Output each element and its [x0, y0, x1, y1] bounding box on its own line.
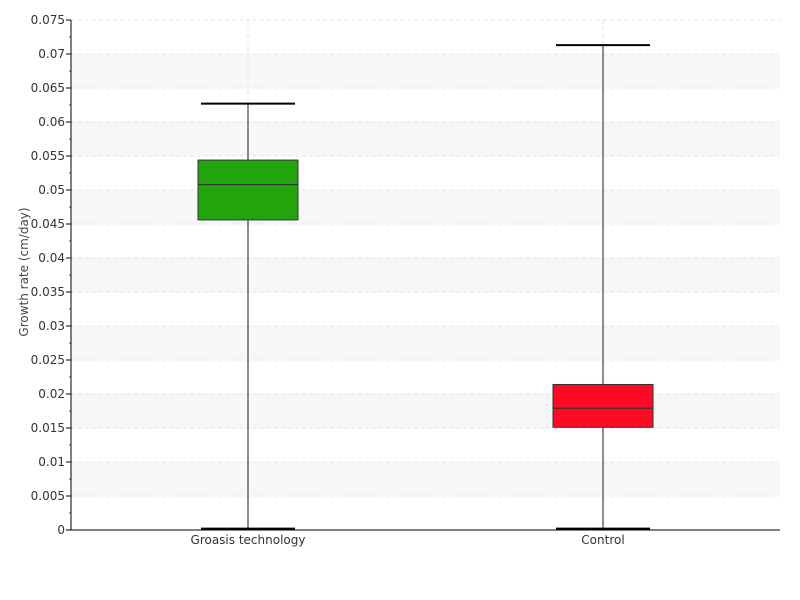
y-tick-label: 0.075	[31, 13, 65, 27]
x-category-label: Control	[581, 533, 624, 547]
y-tick-label: 0.035	[31, 285, 65, 299]
axes	[70, 20, 780, 531]
boxes	[197, 44, 654, 530]
y-axis-title: Growth rate (cm/day)	[17, 207, 31, 336]
y-tick-label: 0.06	[38, 115, 65, 129]
grid-band	[71, 190, 780, 224]
iqr-box	[197, 159, 299, 221]
grid-band	[71, 122, 780, 156]
grid-band	[71, 258, 780, 292]
grid-band	[71, 326, 780, 360]
x-axis-category-labels: Groasis technology Control	[191, 533, 625, 547]
y-tick-label: 0.055	[31, 149, 65, 163]
y-tick-label: 0	[57, 523, 65, 537]
x-category-label: Groasis technology	[191, 533, 306, 547]
box-control	[552, 44, 654, 530]
grid-band	[71, 394, 780, 428]
y-tick-label: 0.02	[38, 387, 65, 401]
y-tick-label: 0.04	[38, 251, 65, 265]
grid-band	[71, 462, 780, 496]
y-tick-label: 0.05	[38, 183, 65, 197]
y-tick-label: 0.065	[31, 81, 65, 95]
background-bands	[71, 54, 780, 496]
grid-band	[71, 54, 780, 88]
y-tick-label: 0.005	[31, 489, 65, 503]
y-tick-label: 0.015	[31, 421, 65, 435]
y-tick-label: 0.03	[38, 319, 65, 333]
y-tick-label: 0.01	[38, 455, 65, 469]
iqr-box	[552, 383, 654, 428]
y-tick-label: 0.045	[31, 217, 65, 231]
box-groasis-technology	[197, 102, 299, 530]
y-tick-label: 0.025	[31, 353, 65, 367]
y-tick-label: 0.07	[38, 47, 65, 61]
y-axis-ticks: 0 0.005 0.01 0.015 0.02 0.025 0.03 0.035 0.04 0.0…	[31, 13, 71, 537]
